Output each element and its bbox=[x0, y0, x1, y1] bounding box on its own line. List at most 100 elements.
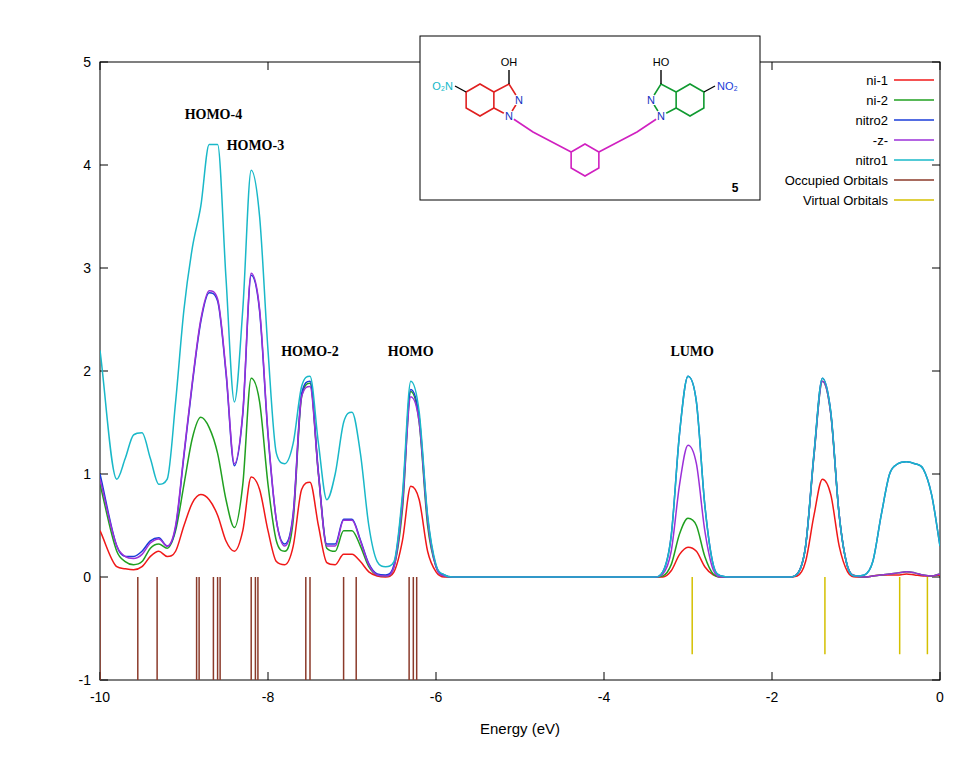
orbital-stick bbox=[156, 577, 158, 680]
compound-number: 5 bbox=[732, 181, 739, 195]
legend: ni-1ni-2nitro2-z-nitro1Occupied Orbitals… bbox=[785, 73, 934, 208]
y-tick-label: 5 bbox=[83, 54, 91, 70]
x-tick-label: 0 bbox=[936, 689, 944, 705]
atom-background bbox=[513, 94, 525, 106]
y-tick-label: 3 bbox=[83, 260, 91, 276]
y-tick bbox=[100, 165, 108, 166]
orbital-stick bbox=[408, 577, 410, 680]
orbital-stick bbox=[100, 577, 101, 680]
atom-background bbox=[503, 110, 515, 122]
y-tick-mirror bbox=[932, 474, 940, 475]
hydroxyl-label: HO bbox=[653, 56, 670, 68]
central-ring bbox=[571, 144, 599, 176]
legend-swatch bbox=[894, 99, 934, 101]
legend-swatch bbox=[894, 199, 934, 201]
orbital-stick bbox=[691, 577, 693, 654]
x-tick-mirror bbox=[268, 62, 269, 70]
legend-label: ni-1 bbox=[866, 73, 888, 88]
background bbox=[0, 0, 978, 760]
hydroxyl-bond bbox=[508, 70, 509, 84]
orbital-label: HOMO-3 bbox=[227, 138, 285, 153]
x-tick-label: -2 bbox=[766, 689, 779, 705]
nitro-bond bbox=[455, 86, 466, 92]
y-tick bbox=[100, 268, 108, 269]
atom-background bbox=[645, 94, 657, 106]
nitro-label: NO₂ bbox=[717, 80, 738, 92]
x-axis-title: Energy (eV) bbox=[480, 720, 560, 737]
orbital-stick bbox=[137, 577, 139, 680]
nitro-bond bbox=[704, 86, 715, 92]
y-tick-label: 1 bbox=[83, 466, 91, 482]
orbital-label: HOMO bbox=[388, 344, 434, 359]
nitrogen-label: N bbox=[505, 110, 513, 122]
legend-label: Virtual Orbitals bbox=[803, 193, 889, 208]
x-tick bbox=[772, 672, 773, 680]
inset-frame bbox=[420, 36, 760, 200]
y-tick-label: 4 bbox=[83, 157, 91, 173]
orbital-stick bbox=[309, 577, 311, 680]
x-tick bbox=[436, 672, 437, 680]
orbital-stick bbox=[217, 577, 219, 680]
orbital-stick bbox=[219, 577, 221, 680]
dos-line bbox=[100, 275, 940, 577]
y-tick-label: 2 bbox=[83, 363, 91, 379]
orbital-stick bbox=[927, 577, 929, 654]
orbital-stick bbox=[355, 577, 357, 680]
dos-line bbox=[100, 144, 940, 577]
y-tick bbox=[100, 474, 108, 475]
y-tick-mirror bbox=[932, 268, 940, 269]
legend-swatch bbox=[894, 179, 934, 181]
nitrogen-label: N bbox=[657, 110, 665, 122]
orbital-label: HOMO-4 bbox=[185, 107, 243, 122]
chart: -10-8-6-4-20-1012345Energy (eV)HOMO-4HOM… bbox=[0, 0, 978, 760]
y-tick-mirror bbox=[932, 165, 940, 166]
orbital-stick bbox=[305, 577, 307, 680]
orbital-stick bbox=[213, 577, 215, 680]
hydroxyl-label: OH bbox=[501, 56, 518, 68]
orbital-stick bbox=[250, 577, 252, 680]
legend-swatch bbox=[894, 159, 934, 161]
orbital-label: LUMO bbox=[670, 344, 714, 359]
orbital-stick bbox=[196, 577, 198, 680]
dos-line bbox=[100, 273, 940, 577]
x-tick-label: -8 bbox=[262, 689, 275, 705]
legend-label: -z- bbox=[873, 133, 888, 148]
legend-label: Occupied Orbitals bbox=[785, 173, 889, 188]
x-tick-mirror bbox=[772, 62, 773, 70]
y-tick-label: 0 bbox=[83, 569, 91, 585]
nitro-label: O₂N bbox=[432, 80, 453, 92]
methylene-bond bbox=[509, 116, 571, 152]
orbital-label: HOMO-2 bbox=[281, 344, 339, 359]
y-tick bbox=[100, 371, 108, 372]
orbital-stick bbox=[343, 577, 345, 680]
dos-line bbox=[100, 477, 940, 577]
y-tick-mirror bbox=[932, 371, 940, 372]
inset: OHO₂NNNHONO₂NN5 bbox=[420, 36, 760, 200]
benzene-ring bbox=[676, 84, 704, 116]
x-tick bbox=[268, 672, 269, 680]
hydroxyl-bond bbox=[660, 70, 661, 84]
orbital-stick bbox=[416, 577, 418, 680]
orbital-stick bbox=[255, 577, 257, 680]
methylene-bond bbox=[599, 116, 661, 152]
legend-swatch bbox=[894, 139, 934, 141]
orbital-stick bbox=[198, 577, 200, 680]
y-tick-mirror bbox=[932, 577, 940, 578]
x-tick-label: -6 bbox=[430, 689, 443, 705]
legend-label: nitro2 bbox=[855, 113, 888, 128]
x-tick-label: -4 bbox=[598, 689, 611, 705]
x-tick-label: -10 bbox=[90, 689, 110, 705]
legend-label: ni-2 bbox=[866, 93, 888, 108]
legend-swatch bbox=[894, 119, 934, 121]
orbital-stick bbox=[899, 577, 901, 654]
nitrogen-label: N bbox=[647, 94, 655, 106]
dos-line bbox=[100, 378, 940, 577]
atom-background bbox=[655, 110, 667, 122]
y-tick bbox=[100, 577, 108, 578]
benzene-ring bbox=[466, 84, 494, 116]
orbital-stick bbox=[824, 577, 826, 654]
x-tick bbox=[604, 672, 605, 680]
nitrogen-label: N bbox=[515, 94, 523, 106]
y-tick-label: -1 bbox=[79, 672, 92, 688]
orbital-stick bbox=[257, 577, 259, 680]
